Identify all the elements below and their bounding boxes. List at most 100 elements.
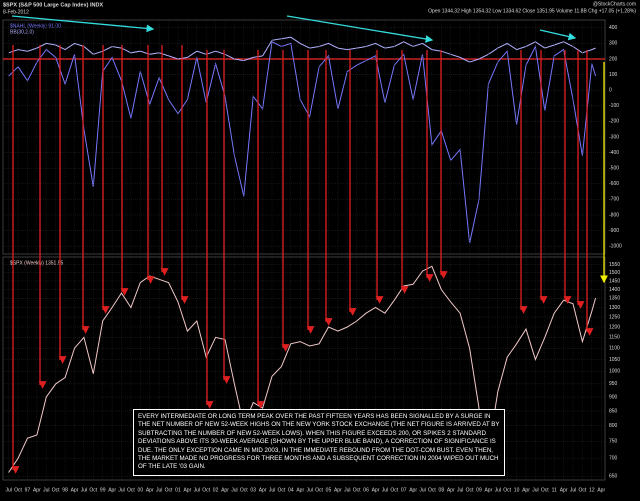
y-tick-label: 1200 [609,324,620,330]
x-tick-label: Jul [43,487,49,493]
x-tick-label: 07 [401,487,407,493]
x-tick-label: Oct [14,487,22,493]
x-tick-label: Jul [344,487,350,493]
x-tick-label: 08 [439,487,445,493]
x-tick-label: Apr [183,487,191,493]
x-tick-label: Apr [560,487,568,493]
series-line [8,41,597,244]
x-tick-label: Oct [89,487,97,493]
x-tick-label: 02 [213,487,219,493]
x-tick-label: Jul [81,487,87,493]
x-tick-label: Oct [390,487,398,493]
quote: Open 1344.32 High 1354.32 Low 1334.62 Cl… [428,8,636,14]
y-tick-label: -500 [609,166,619,172]
x-tick-label: Oct [240,487,248,493]
y-tick-label: 1300 [609,305,620,311]
x-tick-label: Apr [259,487,267,493]
x-tick-label: Jul [457,487,463,493]
y-tick-label: 300 [609,41,618,47]
x-tick-label: 05 [326,487,332,493]
y-tick-label: 200 [609,56,618,62]
x-tick-label: 12 [589,487,595,493]
x-tick-label: Oct [278,487,286,493]
date: 8-Feb-2012 [3,9,29,15]
x-tick-label: 99 [100,487,106,493]
x-tick-label: Apr [597,487,605,493]
x-tick-label: Oct [165,487,173,493]
x-tick-label: Apr [447,487,455,493]
y-tick-label: 1450 [609,278,620,284]
legend-entry: $SPX (Weekly) 1351.95 [10,260,63,266]
y-tick-label: 1150 [609,335,620,341]
x-tick-label: Jul [306,487,312,493]
x-tick-label: Jul [570,487,576,493]
x-tick-label: Oct [353,487,361,493]
x-tick-label: Jul [231,487,237,493]
y-tick-label: 0 [609,88,612,94]
y-tick-label: 1250 [609,314,620,320]
panel-frame [2,256,606,481]
legend-entry: BB(30,2.0) [10,29,34,35]
y-tick-label: 1500 [609,270,620,276]
y-tick-label: -1000 [609,244,622,250]
y-tick-label: 1350 [609,296,620,302]
x-tick-label: Apr [296,487,304,493]
y-tick-label: 100 [609,72,618,78]
x-tick-label: 04 [288,487,294,493]
y-tick-label: 400 [609,25,618,31]
y-tick-label: 1550 [609,262,620,268]
y-tick-label: -700 [609,197,619,203]
x-tick-label: 03 [250,487,256,493]
x-tick-label: Oct [127,487,135,493]
annotation-arrows [11,45,594,474]
x-tick-label: Apr [108,487,116,493]
y-tick-label: 1100 [609,346,620,352]
x-tick-label: Oct [315,487,323,493]
y-tick-label: 1000 [609,369,620,375]
legend-entry: $NAHL (Weekly) 91.00 [10,23,61,29]
x-tick-label: 10 [514,487,520,493]
y-tick-label: 1400 [609,287,620,293]
x-tick-label: Apr [71,487,79,493]
x-tick-label: Apr [372,487,380,493]
y-tick-label: -600 [609,181,619,187]
x-tick-label: Apr [146,487,154,493]
x-tick-label: 06 [363,487,369,493]
x-tick-label: Jul [118,487,124,493]
x-tick-label: Jul [194,487,200,493]
y-tick-label: -200 [609,119,619,125]
series-line [8,265,597,473]
x-tick-label: Jul [156,487,162,493]
x-tick-label: Oct [466,487,474,493]
y-tick-label: 900 [609,394,618,400]
x-tick-label: Apr [334,487,342,493]
x-tick-label: Jul [532,487,538,493]
series-line [8,36,596,63]
x-tick-label: Apr [409,487,417,493]
y-tick-label: 650 [609,474,618,480]
title: $SPX (S&P 500 Large Cap Index) INDX [3,2,103,8]
source: @StockCharts.com [593,1,636,7]
x-tick-label: Apr [33,487,41,493]
x-tick-label: Oct [428,487,436,493]
x-tick-label: Oct [503,487,511,493]
y-tick-label: -900 [609,228,619,234]
x-tick-label: 00 [138,487,144,493]
trend-arrows [11,15,577,43]
annotation-text: EVERY INTERMEDIATE OR LONG TERM PEAK OVE… [133,409,505,476]
x-tick-label: Oct [579,487,587,493]
y-tick-label: -800 [609,212,619,218]
x-tick-label: Apr [221,487,229,493]
x-tick-label: 97 [25,487,31,493]
x-tick-label: Jul [382,487,388,493]
x-tick-label: Oct [52,487,60,493]
x-tick-label: 11 [552,487,557,493]
x-tick-label: Jul [419,487,425,493]
x-tick-label: Jul [5,487,11,493]
x-tick-label: 98 [62,487,68,493]
y-tick-label: 950 [609,381,618,387]
x-tick-label: Apr [522,487,530,493]
y-tick-label: -300 [609,134,619,140]
